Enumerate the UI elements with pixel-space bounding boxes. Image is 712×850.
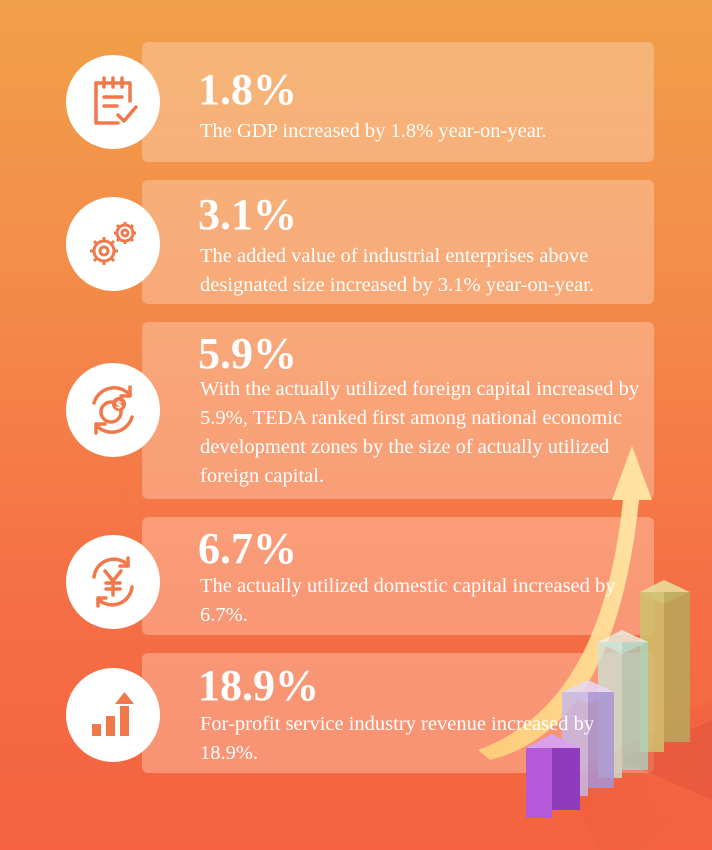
icon-circle [66,55,160,149]
stat-text-gdp: The GDP increased by 1.8% year-on-year. [200,120,547,142]
stat-text-foreign-capital: With the actually utilized foreign capit… [200,378,640,487]
stat-value-industrial: 3.1% [198,190,297,239]
stat-value-service-revenue: 18.9% [198,661,319,710]
icon-circle [66,197,160,291]
stat-value-domestic-capital: 6.7% [198,524,297,573]
growth-bars-icon [92,692,134,736]
stat-value-gdp: 1.8% [198,65,297,114]
stat-text-service-revenue: For-profit service industry revenue incr… [200,713,595,764]
icon-circle [66,535,160,629]
stat-value-foreign-capital: 5.9% [198,329,297,378]
dollar-cycle-icon: $ [92,385,134,435]
clipboard-check-icon [94,76,138,125]
svg-text:$: $ [116,400,123,411]
stat-card-gdp [142,42,654,162]
stat-text-domestic-capital: The actually utilized domestic capital i… [200,575,616,626]
stat-card-industrial [142,180,654,304]
icon-circle: $ [66,363,160,457]
stat-card-foreign-capital [142,322,654,499]
yuan-cycle-icon [92,556,134,608]
stat-text-industrial: The added value of industrial enterprise… [200,245,595,296]
icon-circle [66,668,160,762]
gears-icon [90,222,136,265]
